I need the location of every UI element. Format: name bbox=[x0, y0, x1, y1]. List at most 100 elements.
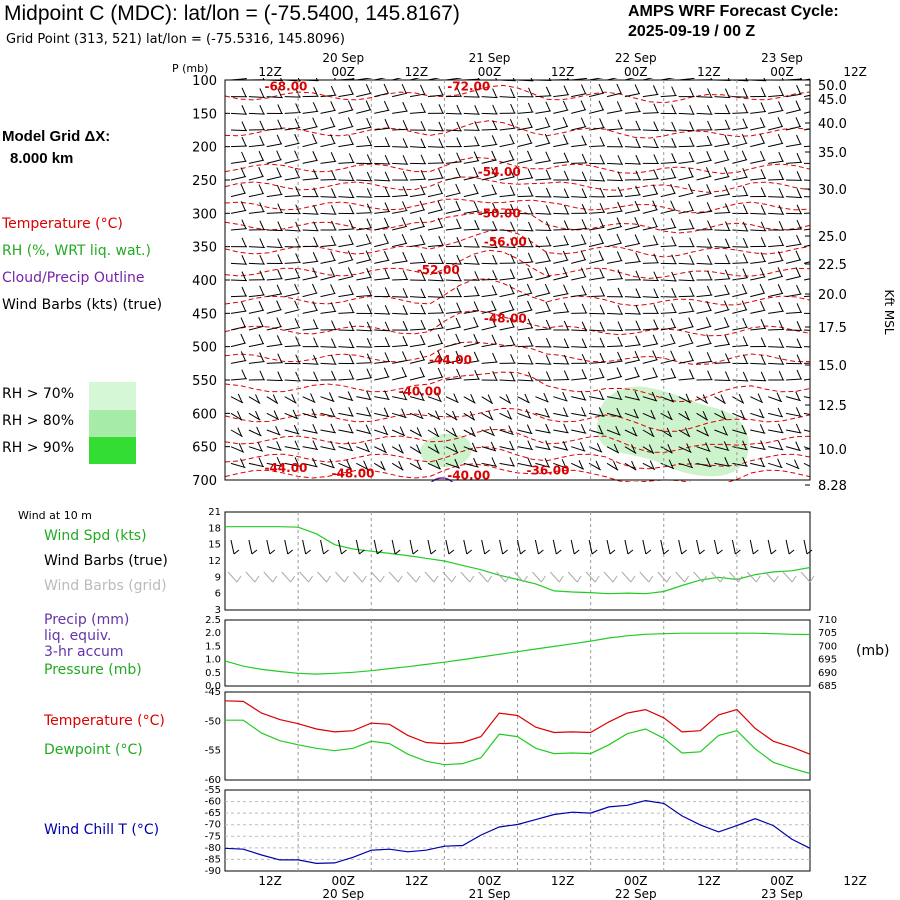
wind-barb-shaft bbox=[392, 146, 409, 148]
wind-barb-shaft bbox=[302, 362, 319, 365]
wind-barb-shaft bbox=[786, 228, 803, 231]
wind-barb-shaft bbox=[266, 462, 283, 467]
wind-barb-flag bbox=[275, 425, 281, 436]
legend-temperature: Temperature (°C) bbox=[2, 216, 123, 232]
wind-barb-shaft bbox=[410, 146, 427, 149]
wind-barb-shaft bbox=[266, 193, 283, 198]
wind-barb-flag bbox=[688, 167, 694, 177]
wind-barb-shaft bbox=[356, 346, 373, 348]
wind-barb-flag bbox=[563, 220, 569, 230]
wind-barb-flag bbox=[331, 338, 336, 348]
wind-barb-shaft bbox=[230, 279, 247, 282]
wind-barb-shaft bbox=[230, 462, 246, 469]
wind-barb-shaft bbox=[266, 293, 283, 298]
surface-barb-true bbox=[803, 539, 808, 555]
wind-barb-flag bbox=[277, 254, 283, 264]
legend-wind-barbs: Wind Barbs (kts) (true) bbox=[2, 297, 163, 313]
wind-barb-flag bbox=[402, 251, 408, 262]
wind-barb-shaft bbox=[266, 229, 283, 232]
surface-barb-grid-flag bbox=[630, 575, 636, 583]
wind-barb-shaft bbox=[624, 312, 641, 315]
wind-barb-shaft bbox=[606, 360, 623, 364]
wind-barb-flag bbox=[653, 103, 659, 113]
wind-barb-shaft bbox=[589, 211, 606, 214]
wind-barb-flag bbox=[528, 354, 533, 365]
wind-barb-flag bbox=[723, 150, 729, 160]
wind-barb-flag bbox=[383, 250, 389, 261]
forecast-cycle-date: 2025-09-19 / 00 Z bbox=[628, 23, 756, 40]
wind-barb-shaft bbox=[463, 412, 476, 421]
wind-barb-flag bbox=[778, 151, 784, 162]
wind-barb-shaft bbox=[517, 276, 533, 281]
wind-barb-flag bbox=[724, 284, 730, 295]
surface-barb-grid bbox=[352, 571, 363, 583]
wind-barb-shaft bbox=[320, 275, 336, 281]
wind-barb-flag bbox=[760, 440, 766, 450]
wind-barb-shaft bbox=[642, 396, 658, 402]
wind-barb-flag bbox=[778, 205, 784, 215]
wind-barb-shaft bbox=[696, 262, 713, 265]
wind-barb-flag bbox=[599, 352, 605, 363]
wind-barb-flag bbox=[778, 101, 783, 111]
wind-barb-flag bbox=[670, 200, 676, 210]
wind-barb-flag bbox=[796, 369, 802, 380]
wind-barb-flag bbox=[492, 238, 498, 248]
wind-barb-shaft bbox=[786, 93, 802, 98]
wind-barb-shaft bbox=[320, 446, 336, 451]
wind-barb-shaft bbox=[427, 412, 441, 420]
wind-barb-flag bbox=[295, 103, 301, 113]
wind-barb-flag bbox=[456, 86, 462, 97]
wind-barb-shaft bbox=[678, 209, 694, 214]
height-tick-label: 20.0 bbox=[818, 288, 847, 303]
wind-barb-shaft bbox=[571, 412, 587, 417]
surface-barb-grid bbox=[549, 571, 560, 583]
wind-barb-flag bbox=[525, 409, 531, 419]
wind-barb-shaft bbox=[248, 159, 265, 164]
wind-barb-flag bbox=[259, 135, 265, 146]
wind-barb-shaft bbox=[302, 412, 317, 419]
wind-barb-flag bbox=[434, 410, 440, 420]
wind-barb-flag bbox=[760, 169, 766, 179]
wind-barb-flag bbox=[419, 84, 425, 95]
wind-barb-flag bbox=[456, 287, 462, 297]
wind-barb-shaft bbox=[624, 78, 635, 81]
wind-barb-shaft bbox=[445, 377, 462, 381]
temperature-contour bbox=[225, 309, 810, 337]
wind-barb-shaft bbox=[230, 145, 247, 148]
wind-barb-shaft bbox=[481, 143, 498, 148]
wind-barb-shaft bbox=[374, 396, 390, 400]
wind-barb-flag bbox=[434, 427, 439, 438]
wind-barb-shaft bbox=[248, 144, 265, 148]
wind-barb-shaft bbox=[696, 192, 712, 198]
height-tick-label: 30.0 bbox=[818, 183, 847, 198]
wind-barb-shaft bbox=[714, 325, 730, 331]
wind-barb-flag bbox=[313, 87, 319, 97]
wind-barb-flag bbox=[310, 393, 316, 403]
wind-barb-shaft bbox=[248, 342, 265, 348]
height-tick-label: 22.5 bbox=[818, 258, 847, 273]
wind-barb-flag bbox=[742, 317, 748, 328]
wind-barb-flag bbox=[617, 137, 623, 148]
wind-barb-flag bbox=[402, 320, 408, 331]
wind-barb-shaft bbox=[499, 96, 516, 98]
wind-barb-shaft bbox=[589, 226, 605, 231]
wind-barb-shaft bbox=[427, 94, 444, 98]
wind-barb-shaft bbox=[768, 362, 785, 365]
wind-barb-flag bbox=[706, 151, 712, 161]
wind-barb-flag bbox=[599, 154, 605, 165]
wind-barb-flag bbox=[760, 371, 766, 381]
wind-barb-flag bbox=[491, 150, 497, 161]
surface-barb-grid bbox=[227, 571, 238, 583]
wind-barb-shaft bbox=[302, 177, 319, 181]
wind-barb-shaft bbox=[624, 209, 641, 214]
wind-barb-flag bbox=[276, 335, 282, 345]
wind-barb-shaft bbox=[230, 326, 247, 331]
wind-barb-flag bbox=[474, 121, 480, 131]
wind-barb-shaft bbox=[803, 94, 810, 98]
wind-barb-flag bbox=[348, 234, 354, 245]
wind-barb-flag bbox=[635, 252, 641, 262]
panel-tick-label: -60 bbox=[205, 775, 221, 786]
surface-barb-true-flag bbox=[627, 549, 634, 555]
wind-barb-flag bbox=[473, 351, 479, 362]
wind-barb-shaft bbox=[803, 111, 810, 114]
